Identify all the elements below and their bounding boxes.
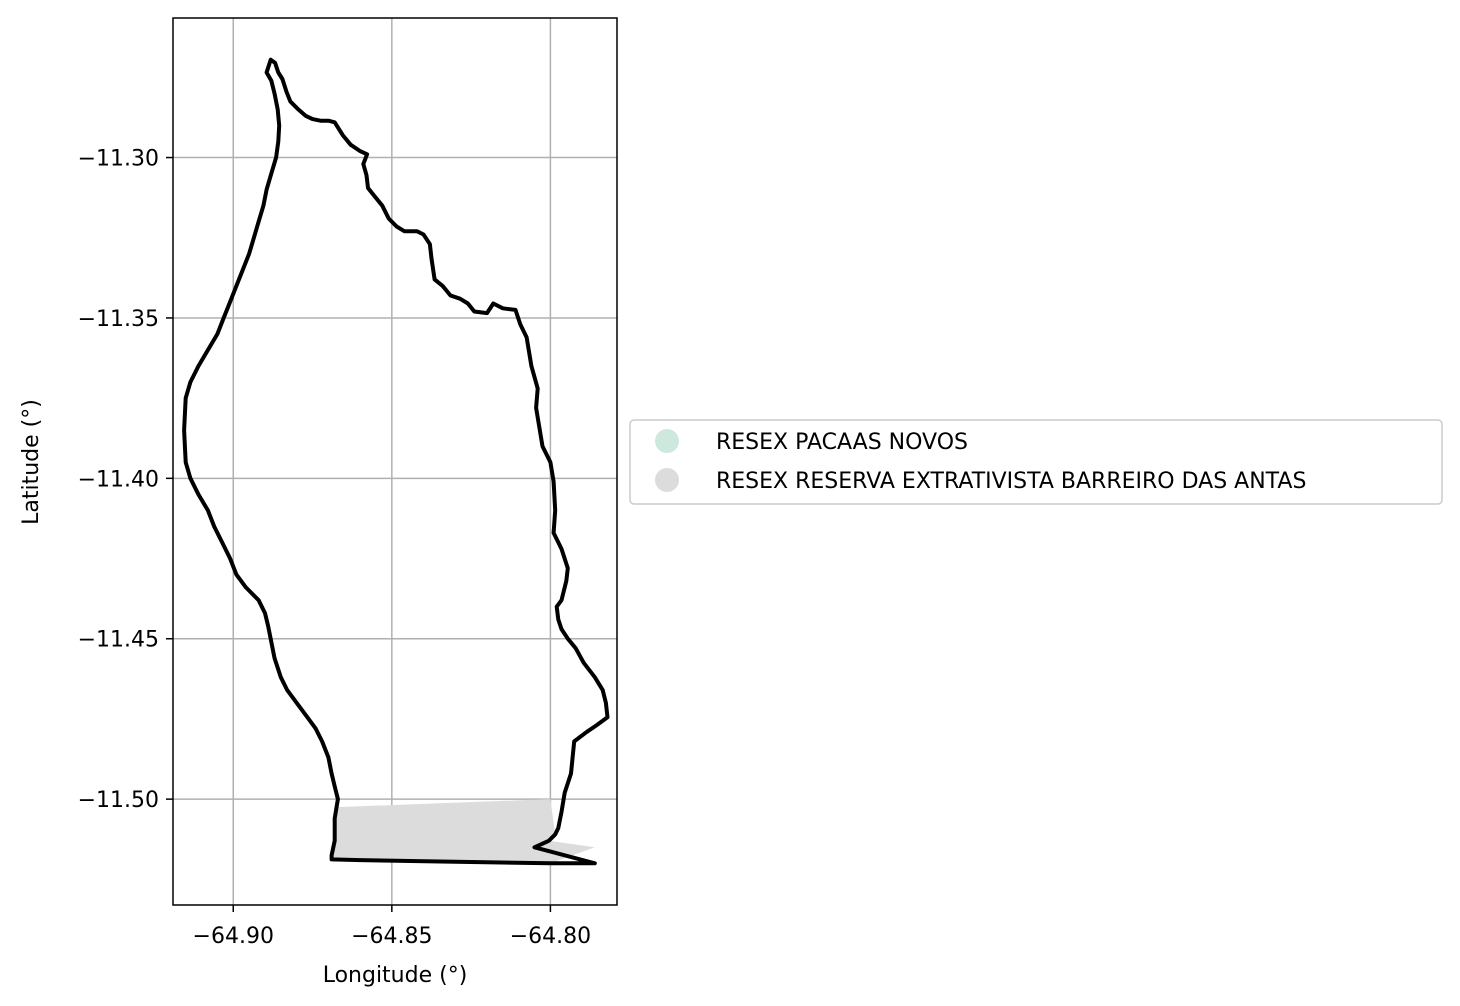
x-tick-label: −64.90 <box>193 924 274 949</box>
legend-marker-barreiro-das-antas <box>655 468 679 492</box>
legend-marker-pacaas-novos <box>655 429 679 453</box>
y-tick-label: −11.30 <box>78 147 159 172</box>
legend-frame <box>629 419 1443 505</box>
legend-label-barreiro-das-antas: RESEX RESERVA EXTRATIVISTA BARREIRO DAS … <box>716 469 1306 494</box>
plot-area-frame <box>172 17 618 906</box>
y-tick-label: −11.35 <box>78 307 159 332</box>
y-tick-label: −11.50 <box>78 788 159 813</box>
y-tick-label: −11.40 <box>78 467 159 492</box>
region-barreiro-das-antas <box>331 799 595 864</box>
boundary-outline <box>182 57 610 866</box>
axis-ticks: −64.90 −64.85 −64.80 −11.30 −11.35 −11.40 −11.… <box>78 147 592 949</box>
y-tick-label: −11.45 <box>78 628 159 653</box>
region-pacaas-novos-outline <box>182 57 610 866</box>
x-tick-label: −64.80 <box>510 924 591 949</box>
shaded-region <box>331 799 595 864</box>
y-axis-label: Latitude (°) <box>19 399 44 525</box>
x-axis-label: Longitude (°) <box>323 963 468 988</box>
x-tick-label: −64.85 <box>351 924 432 949</box>
legend-label-pacaas-novos: RESEX PACAAS NOVOS <box>716 430 968 455</box>
legend: RESEX PACAAS NOVOS RESEX RESERVA EXTRATI… <box>629 419 1443 505</box>
